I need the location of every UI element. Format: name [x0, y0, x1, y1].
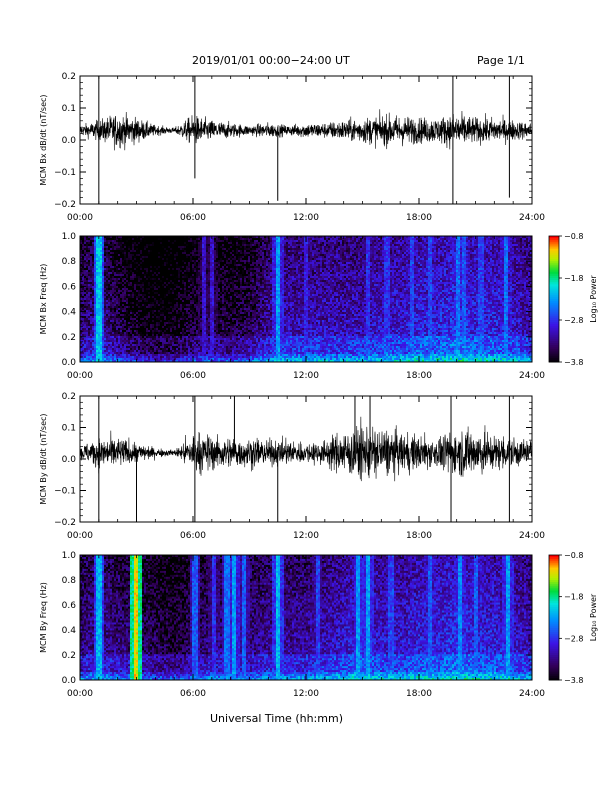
plot-page: 2019/01/01 00:00−24:00 UT Page 1/1 00:00…: [0, 0, 612, 792]
